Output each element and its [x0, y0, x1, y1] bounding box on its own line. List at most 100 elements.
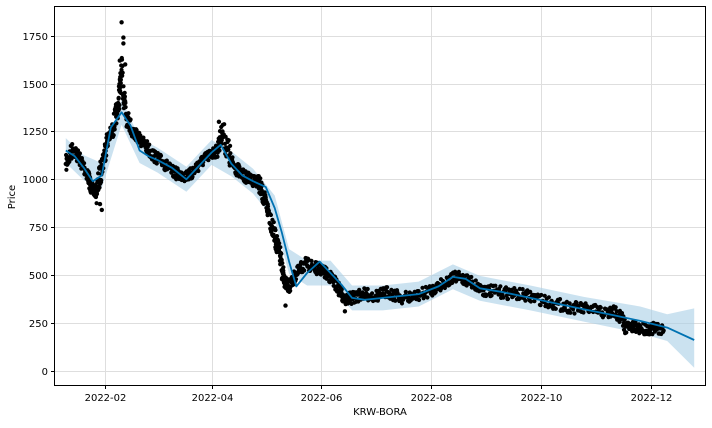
data-point: [280, 261, 285, 266]
y-tick-label: 1500: [23, 80, 48, 91]
data-point: [117, 102, 122, 108]
data-point: [309, 258, 314, 263]
uncertainty-band: [65, 99, 695, 368]
data-point: [342, 309, 348, 314]
data-point: [112, 127, 117, 132]
data-point: [222, 122, 227, 127]
data-point: [528, 299, 534, 304]
data-point: [302, 268, 307, 273]
grid-lines: [55, 7, 705, 385]
data-point: [460, 272, 465, 278]
data-point: [557, 297, 563, 302]
y-tick-label: 750: [29, 223, 48, 234]
data-point: [473, 278, 478, 283]
data-point: [539, 292, 544, 298]
y-axis-ticks: 0 250 500 750 1000 1250 1500 1750: [23, 32, 55, 378]
observed-points-layer: [63, 20, 666, 337]
data-point: [425, 295, 430, 300]
data-point: [528, 289, 533, 294]
data-point: [228, 143, 233, 148]
data-point: [70, 142, 75, 147]
data-point: [158, 153, 164, 158]
forecast-line-layer: [65, 111, 695, 341]
data-point: [215, 154, 220, 159]
x-tick-label: 2022-10: [521, 393, 563, 404]
x-tick-label: 2022-12: [631, 393, 673, 404]
data-point: [581, 310, 586, 315]
data-point: [82, 161, 87, 166]
data-point: [217, 148, 222, 153]
data-point: [279, 251, 284, 256]
x-axis-label: KRW-BORA: [353, 407, 407, 418]
data-point: [273, 228, 278, 233]
data-point: [498, 284, 503, 289]
data-point: [119, 20, 124, 25]
data-point: [567, 301, 572, 306]
data-point: [164, 158, 169, 163]
data-point: [116, 95, 121, 100]
y-tick-label: 1000: [23, 175, 48, 186]
data-point: [621, 320, 626, 325]
y-tick-label: 1250: [23, 127, 48, 138]
data-point: [365, 286, 370, 292]
data-point: [145, 139, 150, 144]
data-point: [574, 300, 579, 305]
x-tick-label: 2022-02: [85, 393, 127, 404]
data-point: [553, 306, 558, 311]
data-point: [571, 307, 576, 312]
data-point: [123, 105, 128, 110]
data-point: [111, 133, 116, 138]
data-point: [568, 310, 573, 315]
data-point: [278, 245, 283, 250]
data-point: [433, 290, 438, 295]
data-point: [226, 138, 231, 143]
data-point: [339, 287, 344, 292]
uncertainty-band-layer: [65, 99, 695, 368]
data-point: [75, 148, 81, 153]
data-point: [187, 169, 192, 174]
data-point: [147, 142, 152, 147]
data-point: [505, 296, 511, 302]
data-point: [274, 234, 280, 239]
data-point: [283, 303, 288, 308]
data-point: [387, 291, 392, 296]
data-point: [484, 292, 489, 298]
data-point: [121, 41, 126, 46]
data-point: [121, 84, 126, 89]
data-point: [94, 191, 100, 197]
data-point: [598, 305, 603, 310]
data-point: [489, 293, 494, 298]
y-tick-label: 250: [29, 319, 48, 330]
data-point: [520, 287, 525, 292]
data-point: [196, 168, 201, 174]
data-point: [67, 159, 72, 164]
data-point: [370, 291, 375, 296]
x-tick-label: 2022-08: [411, 393, 453, 404]
data-point: [277, 241, 282, 246]
data-point: [154, 161, 159, 166]
data-point: [190, 174, 195, 179]
data-point: [538, 303, 543, 308]
data-point: [123, 62, 128, 67]
data-point: [501, 295, 506, 300]
y-tick-label: 1750: [23, 32, 48, 43]
plot-frame: [54, 6, 706, 386]
data-point: [271, 220, 276, 225]
data-point: [417, 297, 422, 303]
data-point: [96, 171, 101, 176]
data-point: [542, 293, 547, 298]
data-point: [281, 265, 286, 270]
data-point: [523, 298, 528, 303]
data-point: [230, 155, 235, 160]
data-point: [128, 117, 133, 122]
data-point: [661, 328, 666, 333]
data-point: [268, 212, 273, 218]
data-point: [122, 94, 127, 99]
data-point: [118, 77, 123, 82]
data-point: [206, 158, 211, 163]
data-point: [120, 70, 125, 75]
data-point: [306, 257, 311, 262]
data-point: [99, 207, 105, 213]
data-point: [423, 284, 428, 290]
